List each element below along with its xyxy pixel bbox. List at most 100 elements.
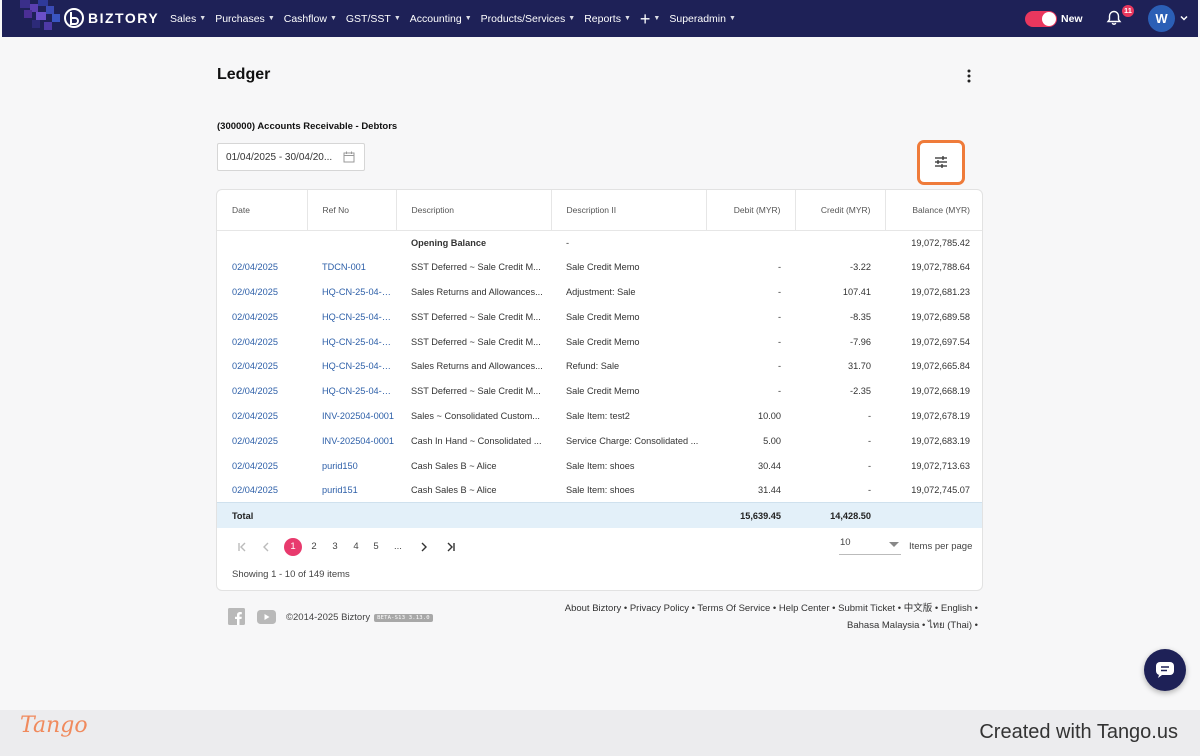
row-balance: 19,072,683.19: [911, 435, 970, 446]
menu-label: Superadmin: [669, 12, 726, 25]
page-ellipsis[interactable]: ...: [394, 541, 402, 552]
date-range-picker[interactable]: 01/04/2025 - 30/04/20...: [217, 143, 365, 171]
table-row[interactable]: 02/04/2025 purid150 Cash Sales B ~ Alice Sa…: [217, 453, 982, 478]
last-page-icon[interactable]: [442, 538, 460, 556]
menu-accounting[interactable]: Accounting ▼: [410, 13, 472, 25]
row-date[interactable]: 02/04/2025: [232, 460, 278, 471]
row-date[interactable]: 02/04/2025: [232, 311, 278, 322]
table-row[interactable]: 02/04/2025 HQ-CN-25-04-0001 SST Deferred ~…: [217, 329, 982, 354]
chevron-down-icon: ▼: [653, 15, 661, 22]
page-4[interactable]: 4: [353, 541, 359, 552]
row-date[interactable]: 02/04/2025: [232, 485, 278, 496]
next-page-icon[interactable]: [415, 538, 433, 556]
row-balance: 19,072,665.84: [911, 361, 970, 372]
footer-links-line-2[interactable]: Bahasa Malaysia • ไทย (Thai) •: [847, 620, 978, 631]
menu-quick-add[interactable]: + ▼: [640, 10, 660, 28]
row-ref-link[interactable]: purid151: [322, 485, 358, 496]
page-1[interactable]: 1: [284, 538, 302, 556]
prev-page-icon[interactable]: [257, 538, 275, 556]
row-date[interactable]: 02/04/2025: [232, 336, 278, 347]
page-3[interactable]: 3: [332, 541, 338, 552]
row-ref-link[interactable]: HQ-CN-25-04-0002: [322, 386, 396, 397]
showing-count: Showing 1 - 10 of 149 items: [232, 569, 350, 580]
filter-settings-button[interactable]: [917, 140, 965, 185]
main-menu: Sales ▼ Purchases ▼ Cashflow ▼ GST/SST ▼ Acc…: [170, 0, 745, 37]
bell-icon[interactable]: [1106, 10, 1122, 26]
col-balance[interactable]: Balance (MYR): [885, 190, 982, 231]
row-credit: 31.70: [848, 361, 871, 372]
table-row[interactable]: 02/04/2025 TDCN-001 SST Deferred ~ Sale Cr…: [217, 255, 982, 280]
col-credit[interactable]: Credit (MYR): [795, 190, 886, 231]
menu-label: Sales: [170, 12, 197, 25]
row-ref-link[interactable]: HQ-CN-25-04-0001: [322, 311, 396, 322]
plus-icon: +: [639, 8, 651, 29]
row-ref-link[interactable]: HQ-CN-25-04-0001: [322, 336, 396, 347]
row-date[interactable]: 02/04/2025: [232, 262, 278, 273]
row-ref-link[interactable]: INV-202504-0001: [322, 410, 395, 421]
cell: [795, 230, 885, 255]
new-ui-toggle[interactable]: [1025, 11, 1057, 27]
row-ref-link[interactable]: purid150: [322, 460, 358, 471]
row-date[interactable]: 02/04/2025: [232, 410, 278, 421]
chat-launcher-button[interactable]: [1144, 649, 1186, 691]
total-debit: 15,639.45: [706, 502, 795, 528]
table-row[interactable]: 02/04/2025 purid151 Cash Sales B ~ Alice Sa…: [217, 478, 982, 503]
table-row[interactable]: 02/04/2025 HQ-CN-25-04-0001 SST Deferred ~…: [217, 304, 982, 329]
col-ref-no[interactable]: Ref No: [307, 190, 397, 231]
table-header-row: Date Ref No Description Description II D…: [217, 190, 982, 231]
row-description-ii: Sale Credit Memo: [566, 311, 640, 322]
row-date[interactable]: 02/04/2025: [232, 435, 278, 446]
avatar[interactable]: W: [1148, 5, 1175, 32]
row-debit: -: [777, 262, 781, 273]
col-description-ii[interactable]: Description II: [551, 190, 707, 231]
chevron-down-icon: ▼: [728, 15, 736, 22]
page-5[interactable]: 5: [373, 541, 379, 552]
menu-reports[interactable]: Reports ▼: [584, 13, 631, 25]
row-ref-link[interactable]: HQ-CN-25-04-0002: [322, 361, 396, 372]
items-per-page-select[interactable]: 10: [839, 537, 901, 555]
menu-label: Accounting: [409, 12, 462, 25]
chevron-down-icon: ▼: [267, 15, 275, 22]
row-ref-link[interactable]: INV-202504-0001: [322, 435, 395, 446]
row-balance: 19,072,689.58: [911, 311, 970, 322]
col-date[interactable]: Date: [217, 190, 308, 231]
row-ref-link[interactable]: TDCN-001: [322, 262, 366, 273]
opening-balance: 19,072,785.42: [911, 237, 970, 248]
total-row: Total 15,639.45 14,428.50: [217, 502, 982, 528]
menu-products-services[interactable]: Products/Services ▼: [481, 13, 576, 25]
copyright-text: ©2014-2025 Biztory: [286, 612, 371, 623]
youtube-icon[interactable]: [257, 610, 276, 624]
row-ref-link[interactable]: HQ-CN-25-04-0001: [322, 286, 396, 297]
row-date[interactable]: 02/04/2025: [232, 361, 278, 372]
col-debit[interactable]: Debit (MYR): [706, 190, 796, 231]
chevron-down-icon: ▼: [393, 15, 401, 22]
menu-gst-sst[interactable]: GST/SST ▼: [346, 13, 401, 25]
table-row[interactable]: 02/04/2025 HQ-CN-25-04-0001 Sales Returns …: [217, 280, 982, 305]
toggle-label: New: [1061, 13, 1083, 25]
table-row[interactable]: 02/04/2025 HQ-CN-25-04-0002 SST Deferred ~…: [217, 379, 982, 404]
tango-created-text: Created with Tango.us: [979, 721, 1178, 743]
cell: [706, 230, 795, 255]
menu-sales[interactable]: Sales ▼: [170, 13, 206, 25]
cell: [396, 502, 551, 528]
menu-purchases[interactable]: Purchases ▼: [215, 13, 275, 25]
row-debit: -: [777, 336, 781, 347]
chevron-down-icon[interactable]: [1179, 13, 1189, 23]
col-description[interactable]: Description: [396, 190, 552, 231]
menu-superadmin[interactable]: Superadmin ▼: [669, 13, 736, 25]
menu-label: Products/Services: [480, 12, 566, 25]
first-page-icon[interactable]: [233, 538, 251, 556]
table-row[interactable]: 02/04/2025 INV-202504-0001 Cash In Hand ~ …: [217, 428, 982, 453]
brand-logo[interactable]: BIZTORY: [64, 8, 159, 28]
page-2[interactable]: 2: [311, 541, 317, 552]
table-row[interactable]: 02/04/2025 INV-202504-0001 Sales ~ Consoli…: [217, 404, 982, 429]
more-options-icon[interactable]: [964, 68, 974, 84]
chevron-down-icon: ▼: [464, 15, 472, 22]
facebook-icon[interactable]: [228, 608, 245, 625]
row-date[interactable]: 02/04/2025: [232, 286, 278, 297]
table-row[interactable]: 02/04/2025 HQ-CN-25-04-0002 Sales Returns …: [217, 354, 982, 379]
row-date[interactable]: 02/04/2025: [232, 386, 278, 397]
ledger-table: Date Ref No Description Description II D…: [217, 190, 982, 528]
footer-links-line-1[interactable]: About Biztory • Privacy Policy • Terms O…: [564, 603, 978, 614]
menu-cashflow[interactable]: Cashflow ▼: [284, 13, 337, 25]
